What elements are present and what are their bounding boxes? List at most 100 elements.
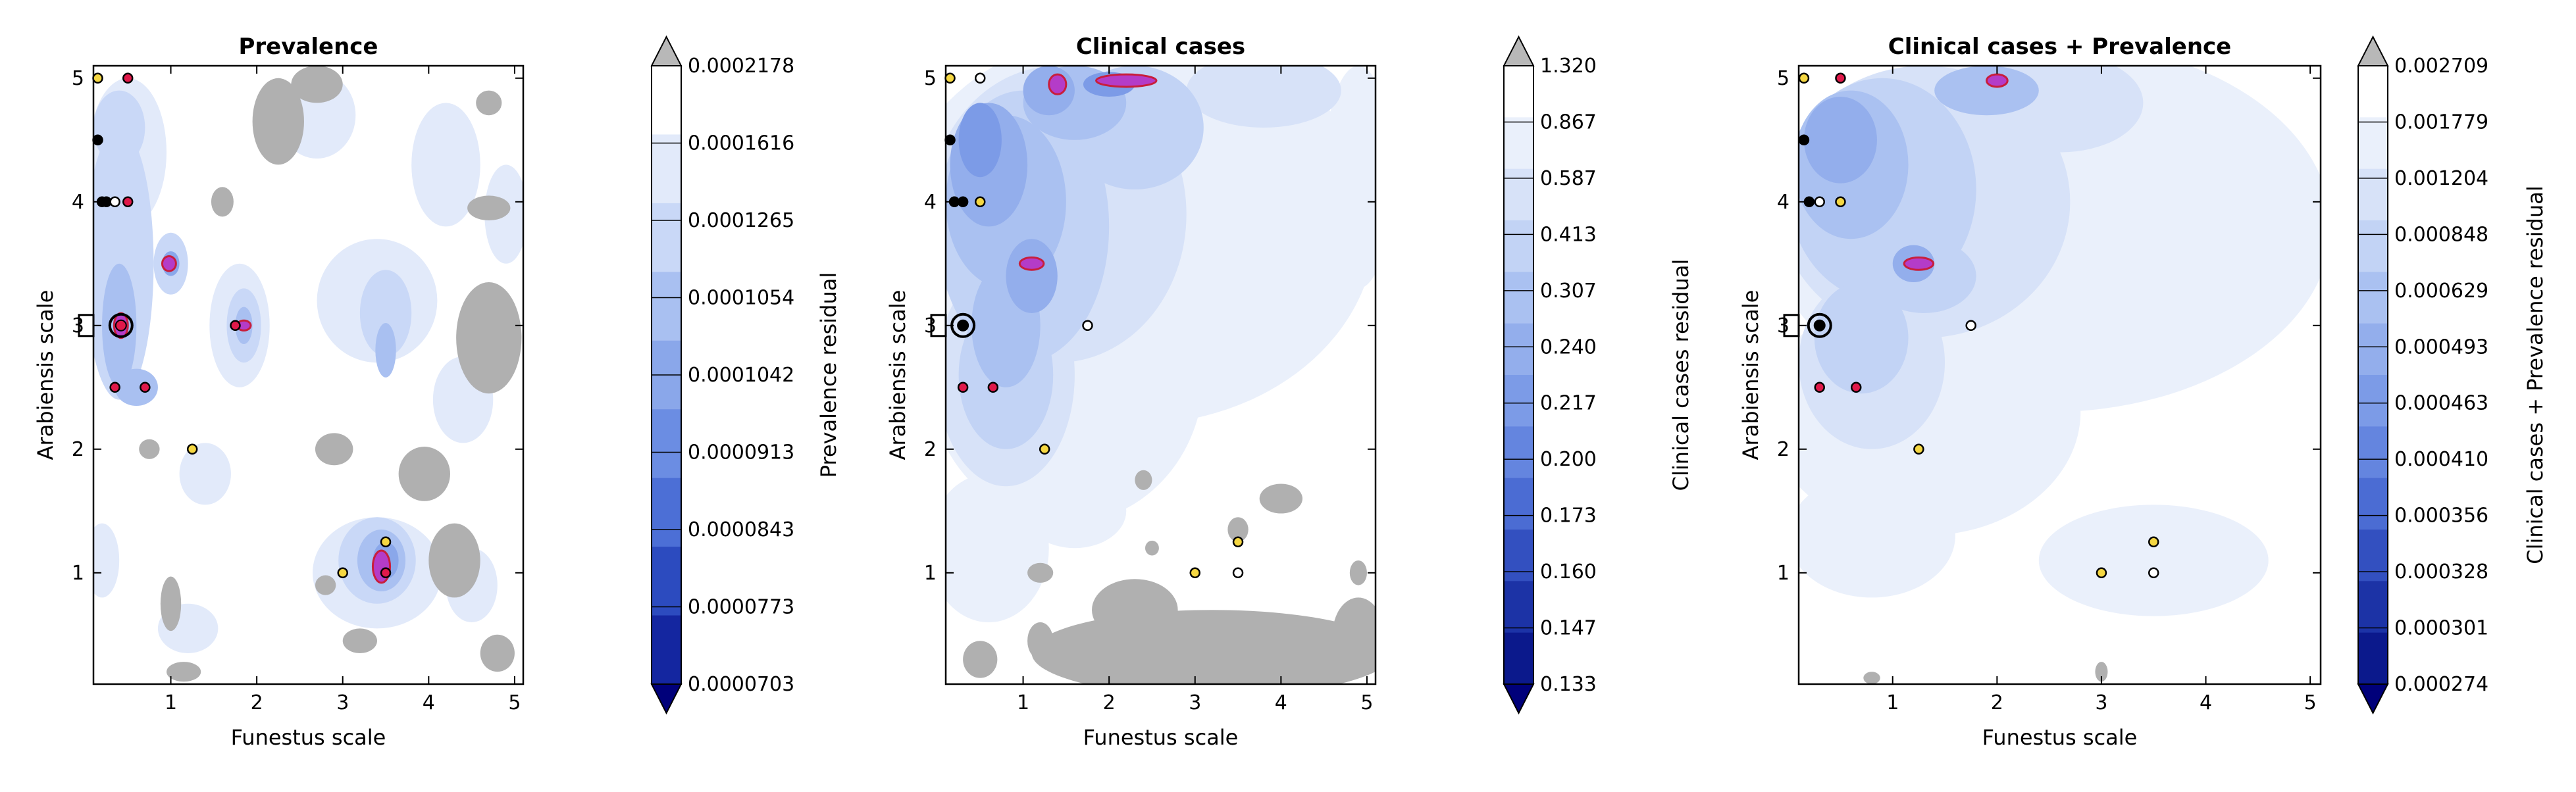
ring-marker xyxy=(1807,312,1832,338)
contour-region xyxy=(1324,66,1376,289)
y-tick-label: 1 xyxy=(72,562,84,585)
colorbar-band xyxy=(652,66,681,135)
x-tick-label: 3 xyxy=(1189,691,1201,714)
masked-region xyxy=(1135,470,1152,490)
masked-region xyxy=(1145,540,1159,556)
colorbar-tick-label: 0.0000703 xyxy=(688,673,794,696)
masked-region xyxy=(1863,672,1880,684)
data-point xyxy=(2148,536,2159,548)
colorbar-tick-label: 0.200 xyxy=(1540,448,1597,471)
data-point xyxy=(109,382,120,393)
square-marker xyxy=(78,314,95,337)
colorbar-band xyxy=(1504,530,1533,582)
colorbar-tick-label: 0.587 xyxy=(1540,167,1597,190)
x-tick-label: 5 xyxy=(2304,691,2317,714)
colorbar: 0.002709 0.001779 0.001204 0.000848 0.000629… xyxy=(2357,35,2548,715)
contour-region xyxy=(1934,66,2039,116)
data-point xyxy=(1798,72,1810,84)
masked-region xyxy=(342,628,377,653)
data-point xyxy=(109,196,120,208)
data-point xyxy=(380,536,392,548)
colorbar-tick-label: 0.147 xyxy=(1540,617,1597,640)
contour-region xyxy=(1006,239,1058,313)
data-point xyxy=(140,382,151,393)
colorbar-tick-label: 0.000410 xyxy=(2394,448,2488,471)
y-tick-label: 3 xyxy=(1777,314,1790,337)
colorbar-tick-label: 0.001779 xyxy=(2394,111,2488,134)
masked-region xyxy=(315,433,353,466)
data-point xyxy=(92,72,103,84)
x-tick-label: 1 xyxy=(1886,691,1899,714)
colorbar-band xyxy=(2358,375,2388,427)
data-point xyxy=(1913,443,1924,455)
colorbar-tick-label: 0.000274 xyxy=(2394,673,2488,696)
x-tick-label: 1 xyxy=(1017,691,1029,714)
masked-region xyxy=(315,575,336,595)
chart-title: Clinical cases + Prevalence xyxy=(1888,34,2232,60)
y-tick-label: 4 xyxy=(924,191,937,214)
data-point xyxy=(1803,196,1815,208)
data-point xyxy=(337,567,348,579)
colorbar-band xyxy=(652,134,681,204)
colorbar-tick-label: 0.173 xyxy=(1540,505,1597,528)
data-point xyxy=(987,382,999,393)
data-point xyxy=(186,443,198,455)
data-point xyxy=(1798,134,1810,146)
colorbar: 0.0002178 0.0001616 0.0001265 0.0001054 0.00… xyxy=(650,35,841,715)
colorbar-band xyxy=(2358,530,2388,582)
contour-region xyxy=(375,323,396,378)
colorbar-extend-max xyxy=(2357,35,2389,66)
colorbar-band xyxy=(1504,581,1533,633)
axes-frame xyxy=(944,64,1377,685)
contour-region xyxy=(958,103,1002,178)
data-point xyxy=(974,196,986,208)
data-point xyxy=(122,196,134,208)
data-point xyxy=(1965,320,1976,332)
contour-field xyxy=(946,66,1376,684)
contour-region xyxy=(93,523,120,598)
x-tick-label: 4 xyxy=(1275,691,1287,714)
y-tick-label: 5 xyxy=(924,67,937,90)
colorbar-band xyxy=(1504,426,1533,479)
masked-region xyxy=(160,576,182,631)
ring-marker xyxy=(950,312,976,338)
masked-region xyxy=(1092,579,1178,641)
colorbar-band xyxy=(2358,117,2388,170)
hotspot-contour xyxy=(161,255,177,272)
masked-region xyxy=(1027,562,1054,583)
y-axis-label: Arabiensis scale xyxy=(1738,290,1763,460)
colorbar-tick-label: 0.000463 xyxy=(2394,392,2488,415)
colorbar-label: Clinical cases residual xyxy=(1668,259,1693,491)
colorbar-tick-label: 0.133 xyxy=(1540,673,1597,696)
colorbar-tick-label: 0.0002178 xyxy=(688,55,794,78)
masked-region xyxy=(139,439,160,459)
x-tick-label: 3 xyxy=(336,691,349,714)
y-tick-label: 4 xyxy=(1777,191,1790,214)
masked-region xyxy=(2095,662,2108,682)
colorbar-tick-label: 0.217 xyxy=(1540,392,1597,415)
x-tick-label: 3 xyxy=(2095,691,2107,714)
data-point xyxy=(1814,382,1825,393)
colorbar: 1.320 0.867 0.587 0.413 0.307 0.240 0.217 0.200… xyxy=(1503,35,1693,715)
colorbar-band xyxy=(652,203,681,272)
contour-region xyxy=(1799,474,1955,598)
colorbar-label: Prevalence residual xyxy=(816,272,841,478)
y-tick-label: 2 xyxy=(72,438,84,461)
data-point xyxy=(974,72,986,84)
colorbar-band xyxy=(1504,220,1533,272)
colorbar-tick-label: 0.000356 xyxy=(2394,505,2488,528)
colorbar-band xyxy=(652,615,681,685)
colorbar-band xyxy=(652,478,681,547)
data-point xyxy=(1039,443,1050,455)
chart-title: Prevalence xyxy=(239,34,378,60)
contour-region xyxy=(1814,282,1909,394)
data-point xyxy=(230,320,241,332)
data-point xyxy=(1232,567,1244,579)
colorbar-band xyxy=(2358,478,2388,530)
colorbar-band xyxy=(2358,168,2388,221)
x-axis-label: Funestus scale xyxy=(1083,725,1239,750)
x-tick-label: 4 xyxy=(423,691,435,714)
ring-marker xyxy=(108,312,134,338)
